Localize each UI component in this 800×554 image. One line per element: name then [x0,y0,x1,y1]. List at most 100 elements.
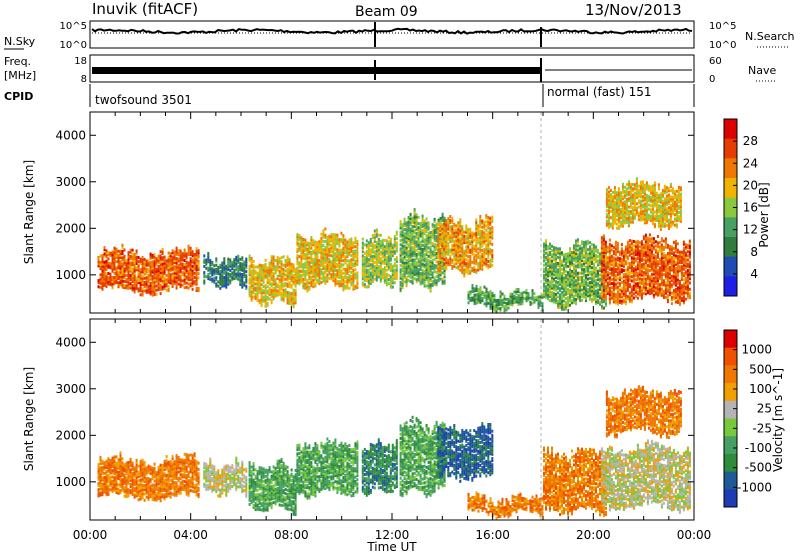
echo-cell [409,275,412,279]
echo-cell [405,265,408,269]
echo-cell [231,265,234,269]
echo-cell [175,286,178,290]
echo-cell [308,264,311,268]
echo-cell [235,276,238,280]
echo-cell [575,243,577,247]
echo-cell [437,256,440,260]
echo-cell [193,267,196,271]
echo-cell [511,292,514,296]
echo-cell [459,260,462,264]
echo-cell [483,222,486,226]
echo-cell [491,298,494,302]
echo-cell [423,240,426,244]
echo-cell [471,267,474,271]
echo-cell [318,277,321,281]
echo-cell [300,259,303,263]
echo-cell [151,289,154,293]
echo-cell [171,259,174,263]
echo-cell [191,254,194,258]
echo-cell [575,275,577,278]
echo-cell [443,228,446,232]
echo-cell [173,250,176,254]
echo-cell [139,284,142,288]
echo-cell [419,265,422,269]
echo-cell [306,283,309,287]
echo-cell [350,241,353,245]
echo-cell [425,284,428,288]
echo-cell [443,251,446,255]
echo-cell [354,238,357,242]
echo-cell [346,280,349,284]
echo-cell [485,293,488,297]
echo-cell [551,293,553,296]
echo-cell [489,239,492,243]
echo-cell [537,299,540,303]
echo-cell [475,258,478,262]
echo-cell [334,260,337,264]
echo-cell [411,239,414,243]
echo-cell [485,289,488,293]
echo-cell [445,227,448,231]
echo-cell [302,284,305,288]
echo-cell [489,220,492,224]
echo-cell [316,249,319,253]
echo-cell [258,263,261,267]
echo-cell [485,291,488,295]
echo-cell [459,237,462,241]
echo-cell [431,235,434,239]
echo-cell [457,231,460,235]
echo-cell [493,300,496,304]
echo-cell [286,291,289,294]
echo-cell [105,261,108,265]
echo-cell [463,230,466,234]
echo-cell [481,265,484,269]
echo-cell [427,221,430,225]
echo-cell [441,229,444,233]
echo-cell [545,291,547,295]
echo-cell [451,233,454,237]
echo-cell [352,270,355,274]
echo-cell [217,267,220,271]
echo-cell [161,273,164,276]
echo-cell [229,279,232,283]
echo-cell [264,271,267,275]
echo-cell [411,269,414,272]
cpid-label: CPID [4,90,33,103]
echo-cell [411,266,414,270]
echo-cell [256,286,259,290]
echo-cell [545,272,547,276]
echo-cell [133,269,136,273]
echo-cell [143,260,146,264]
echo-cell [314,269,317,273]
echo-cell [431,223,434,227]
echo-cell [217,270,220,273]
echo-cell [276,266,279,270]
echo-cell [280,275,283,278]
echo-cell [103,267,106,270]
echo-cell [447,235,450,239]
echo-cell [276,258,279,262]
echo-cell [254,278,257,282]
echo-cell [487,241,490,245]
echo-cell [169,254,172,258]
echo-cell [149,286,152,290]
echo-cell [551,295,553,299]
echo-cell [473,289,476,293]
echo-cell [547,282,549,286]
echo-cell [415,244,418,248]
echo-cell [403,253,406,257]
echo-cell [487,295,490,299]
echo-cell [314,246,317,250]
echo-cell [507,306,510,310]
echo-cell [109,264,112,268]
echo-cell [113,276,116,279]
echo-cell [481,292,484,296]
echo-cell [559,297,561,301]
echo-cell [465,268,468,272]
echo-cell [427,225,430,229]
echo-cell [175,252,178,256]
echo-cell [105,278,108,282]
echo-cell [373,267,376,271]
echo-cell [525,288,528,292]
echo-cell [111,259,114,263]
